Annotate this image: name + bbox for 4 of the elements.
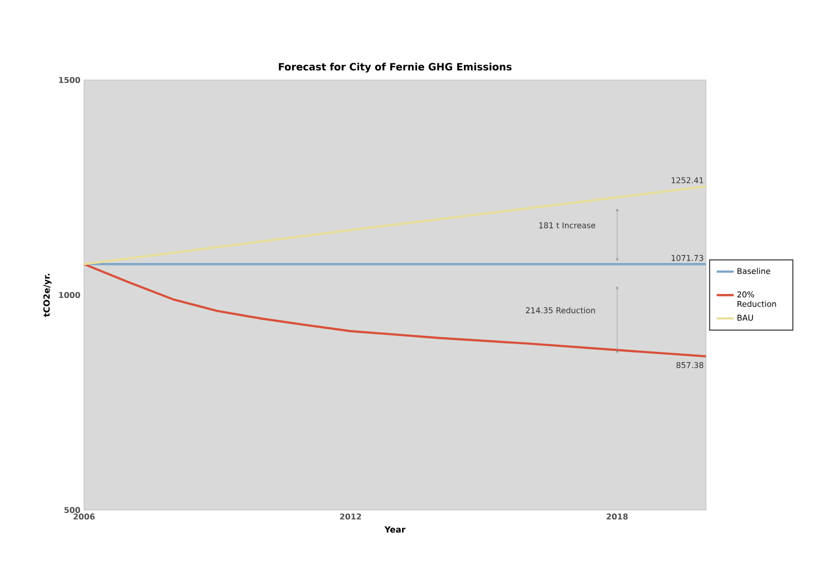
y-axis-title: tCO2e/yr. xyxy=(43,274,52,317)
line-series xyxy=(82,263,708,358)
chart-title: Forecast for City of Fernie GHG Emissions xyxy=(278,62,512,72)
x-axis-title: Year xyxy=(384,526,406,533)
